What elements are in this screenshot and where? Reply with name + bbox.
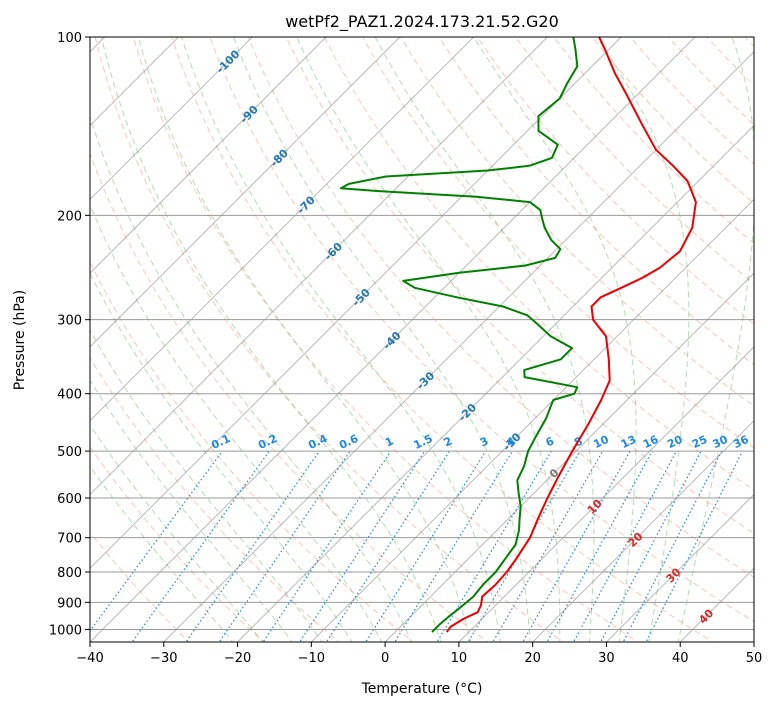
chart-title: wetPf2_PAZ1.2024.173.21.52.G20 <box>285 12 559 32</box>
y-tick-label: 600 <box>57 492 82 507</box>
x-tick-label: 0 <box>381 651 389 666</box>
x-tick-label: 20 <box>524 651 541 666</box>
mixing-ratio-line <box>436 450 552 642</box>
isotherm-line <box>531 419 754 642</box>
mixing-ratio-label: 25 <box>690 433 709 451</box>
isotherm-line <box>90 37 622 569</box>
mixing-ratio-line <box>600 450 702 642</box>
mixing-ratio-line <box>645 450 744 642</box>
mixing-ratio-label: 16 <box>641 433 661 451</box>
x-tick-label: −30 <box>150 651 177 666</box>
mixing-ratio-label: 13 <box>619 433 638 451</box>
y-tick-label: 700 <box>57 532 82 547</box>
mixing-ratio-line <box>90 450 223 632</box>
y-tick-label: 1000 <box>49 623 82 638</box>
y-tick-label: 100 <box>57 31 82 46</box>
y-tick-label: 200 <box>57 209 82 224</box>
mixing-ratio-line <box>492 450 604 642</box>
isotherm-line <box>605 493 754 642</box>
dry-adiabat <box>476 37 754 325</box>
y-tick-label: 400 <box>57 388 82 403</box>
x-axis-title: Temperature (°C) <box>361 681 483 697</box>
x-tick-label: −20 <box>224 651 251 666</box>
profile-lines <box>339 37 697 633</box>
dry-adiabat <box>90 260 415 642</box>
moist-adiabat <box>90 115 412 642</box>
x-tick-label: 10 <box>451 651 468 666</box>
y-axis-ticks: 100 200 300 400 500 600 700 800 900 1000 <box>49 31 90 638</box>
x-tick-label: −40 <box>76 651 103 666</box>
isotherm-line <box>310 198 754 642</box>
isotherm-line <box>384 272 754 642</box>
dry-adiabat <box>247 37 754 578</box>
isotherm-line <box>90 37 549 496</box>
y-tick-label: 300 <box>57 314 82 329</box>
y-axis-title: Pressure (hPa) <box>12 290 28 390</box>
isotherm-line <box>90 37 475 422</box>
x-axis-ticks: −40 −30 −20 −10 0 10 20 30 40 50 <box>76 642 762 666</box>
moist-adiabat <box>90 203 382 642</box>
mixing-ratio-line <box>546 450 653 642</box>
dry-adiabat <box>323 37 754 491</box>
plot-frame <box>89 36 755 643</box>
mixing-ratio-line <box>393 450 513 642</box>
mixing-ratio-line <box>572 450 677 642</box>
plot-background <box>90 37 754 642</box>
dewpoint-line <box>339 37 579 633</box>
isotherm-line <box>458 346 754 642</box>
mixing-ratio-line <box>218 450 351 642</box>
mixing-ratio-label: 30 <box>711 433 731 451</box>
x-tick-label: −10 <box>298 651 325 666</box>
pressure-gridlines <box>90 37 754 630</box>
isotherm-line <box>90 37 401 348</box>
y-tick-label: 500 <box>57 445 82 460</box>
mixing-ratio-line <box>262 450 392 642</box>
mixing-ratio-label: 20 <box>665 433 685 451</box>
mixing-ratio-label: 10 <box>591 433 611 451</box>
dry-adiabat <box>400 37 754 407</box>
isotherm-line <box>163 51 754 642</box>
dry-adiabat <box>90 152 490 642</box>
mixing-ratio-line <box>298 450 426 642</box>
isotherm-line <box>90 37 696 642</box>
x-tick-label: 50 <box>746 651 763 666</box>
dry-adiabat <box>438 37 754 366</box>
x-tick-label: 30 <box>598 651 615 666</box>
y-tick-label: 900 <box>57 596 82 611</box>
dry-adiabat <box>362 37 754 449</box>
mixing-ratio-label: 36 <box>731 433 751 451</box>
mixing-ratio-line <box>185 450 320 642</box>
mixing-ratio-line <box>622 450 723 642</box>
mixing-ratio-line <box>522 450 631 642</box>
y-tick-label: 800 <box>57 566 82 581</box>
temperature-line <box>445 37 697 633</box>
isotherm-line <box>90 37 327 274</box>
isotherm-line <box>90 37 254 201</box>
isotherm-line <box>236 124 754 642</box>
x-tick-label: 40 <box>672 651 689 666</box>
isotherm-line <box>753 641 754 642</box>
